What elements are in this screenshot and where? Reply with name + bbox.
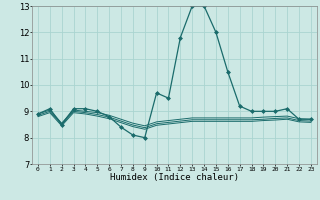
X-axis label: Humidex (Indice chaleur): Humidex (Indice chaleur) bbox=[110, 173, 239, 182]
